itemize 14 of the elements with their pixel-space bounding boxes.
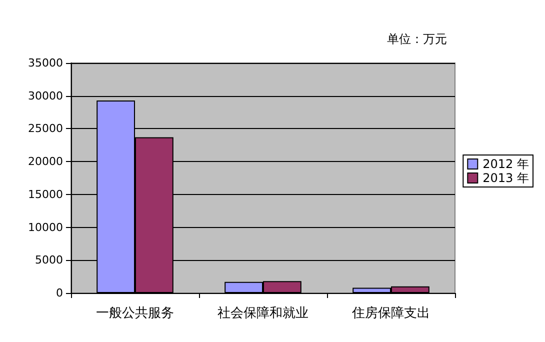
chart-subtitle: 单位：万元 bbox=[387, 32, 447, 46]
x-tick-label: 社会保障和就业 bbox=[218, 306, 308, 321]
x-tick-label: 一般公共服务 bbox=[96, 306, 174, 321]
y-tick-label: 15000 bbox=[28, 188, 63, 201]
legend-label: 2012 年 bbox=[482, 157, 530, 171]
y-tick-label: 35000 bbox=[28, 56, 63, 70]
x-tick-label: 住房保障支出 bbox=[351, 305, 430, 321]
y-tick-label: 10000 bbox=[28, 220, 63, 234]
y-tick-label: 30000 bbox=[28, 89, 63, 102]
y-tick-label: 20000 bbox=[28, 155, 63, 168]
y-tick-label: 5000 bbox=[35, 254, 63, 267]
y-tick-label: 0 bbox=[56, 286, 63, 300]
legend-label: 2013 年 bbox=[482, 171, 530, 185]
y-tick-label: 25000 bbox=[28, 122, 63, 136]
